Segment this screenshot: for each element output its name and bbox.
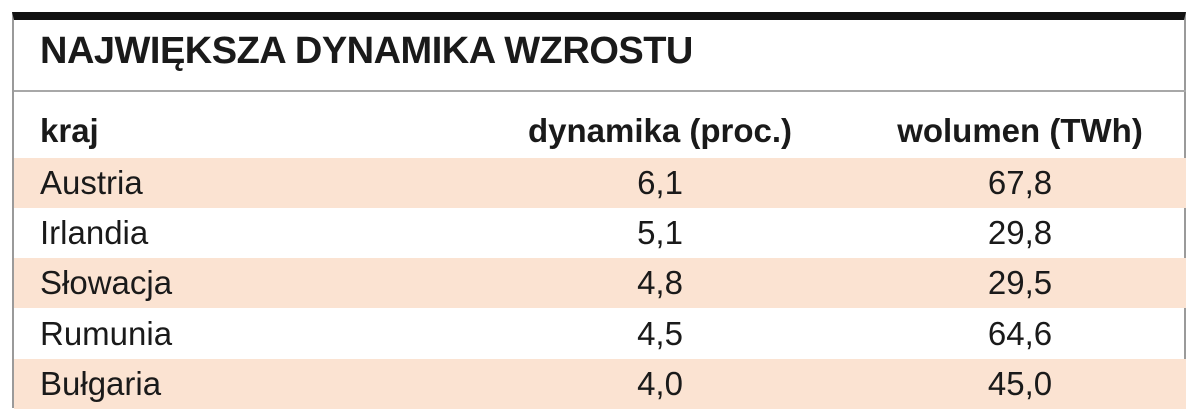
title: NAJWIĘKSZA DYNAMIKA WZROSTU	[40, 30, 693, 72]
table-cell: Bułgaria	[40, 364, 162, 402]
table-cell: 4,5	[637, 314, 683, 352]
table-cell: 4,8	[637, 264, 683, 302]
header-cell: dynamika (proc.)	[527, 112, 793, 149]
table-row: Rumunia 4,5 64,6	[14, 309, 1186, 359]
table-cell: 45,0	[987, 364, 1053, 402]
table-cell: Austria	[40, 164, 143, 201]
table-cell: 5,1	[637, 214, 683, 252]
table-row: Bułgaria 4,0 45,0	[14, 358, 1186, 409]
table-cell: 67,8	[987, 164, 1053, 201]
table-cell: 64,6	[987, 314, 1053, 352]
table-cell: Rumunia	[40, 314, 173, 352]
table-cell: 29,5	[987, 264, 1053, 302]
header-cell: wolumen (TWh)	[897, 112, 1143, 149]
header-cell: kraj	[40, 112, 99, 149]
table-row: Słowacja 4,8 29,5	[14, 258, 1186, 309]
table-row: Irlandia 5,1 29,8	[14, 208, 1186, 258]
table-cell: Słowacja	[40, 264, 173, 302]
table-row: Austria 6,1 67,8	[14, 158, 1186, 208]
header-row: kraj dynamika (proc.) wolumen (TWh)	[14, 106, 1186, 156]
table-cell: 4,0	[637, 364, 683, 402]
table-cell: 6,1	[637, 164, 683, 201]
table-cell: 29,8	[987, 214, 1053, 252]
title-rule	[14, 90, 1186, 92]
table-cell: Irlandia	[40, 214, 149, 252]
